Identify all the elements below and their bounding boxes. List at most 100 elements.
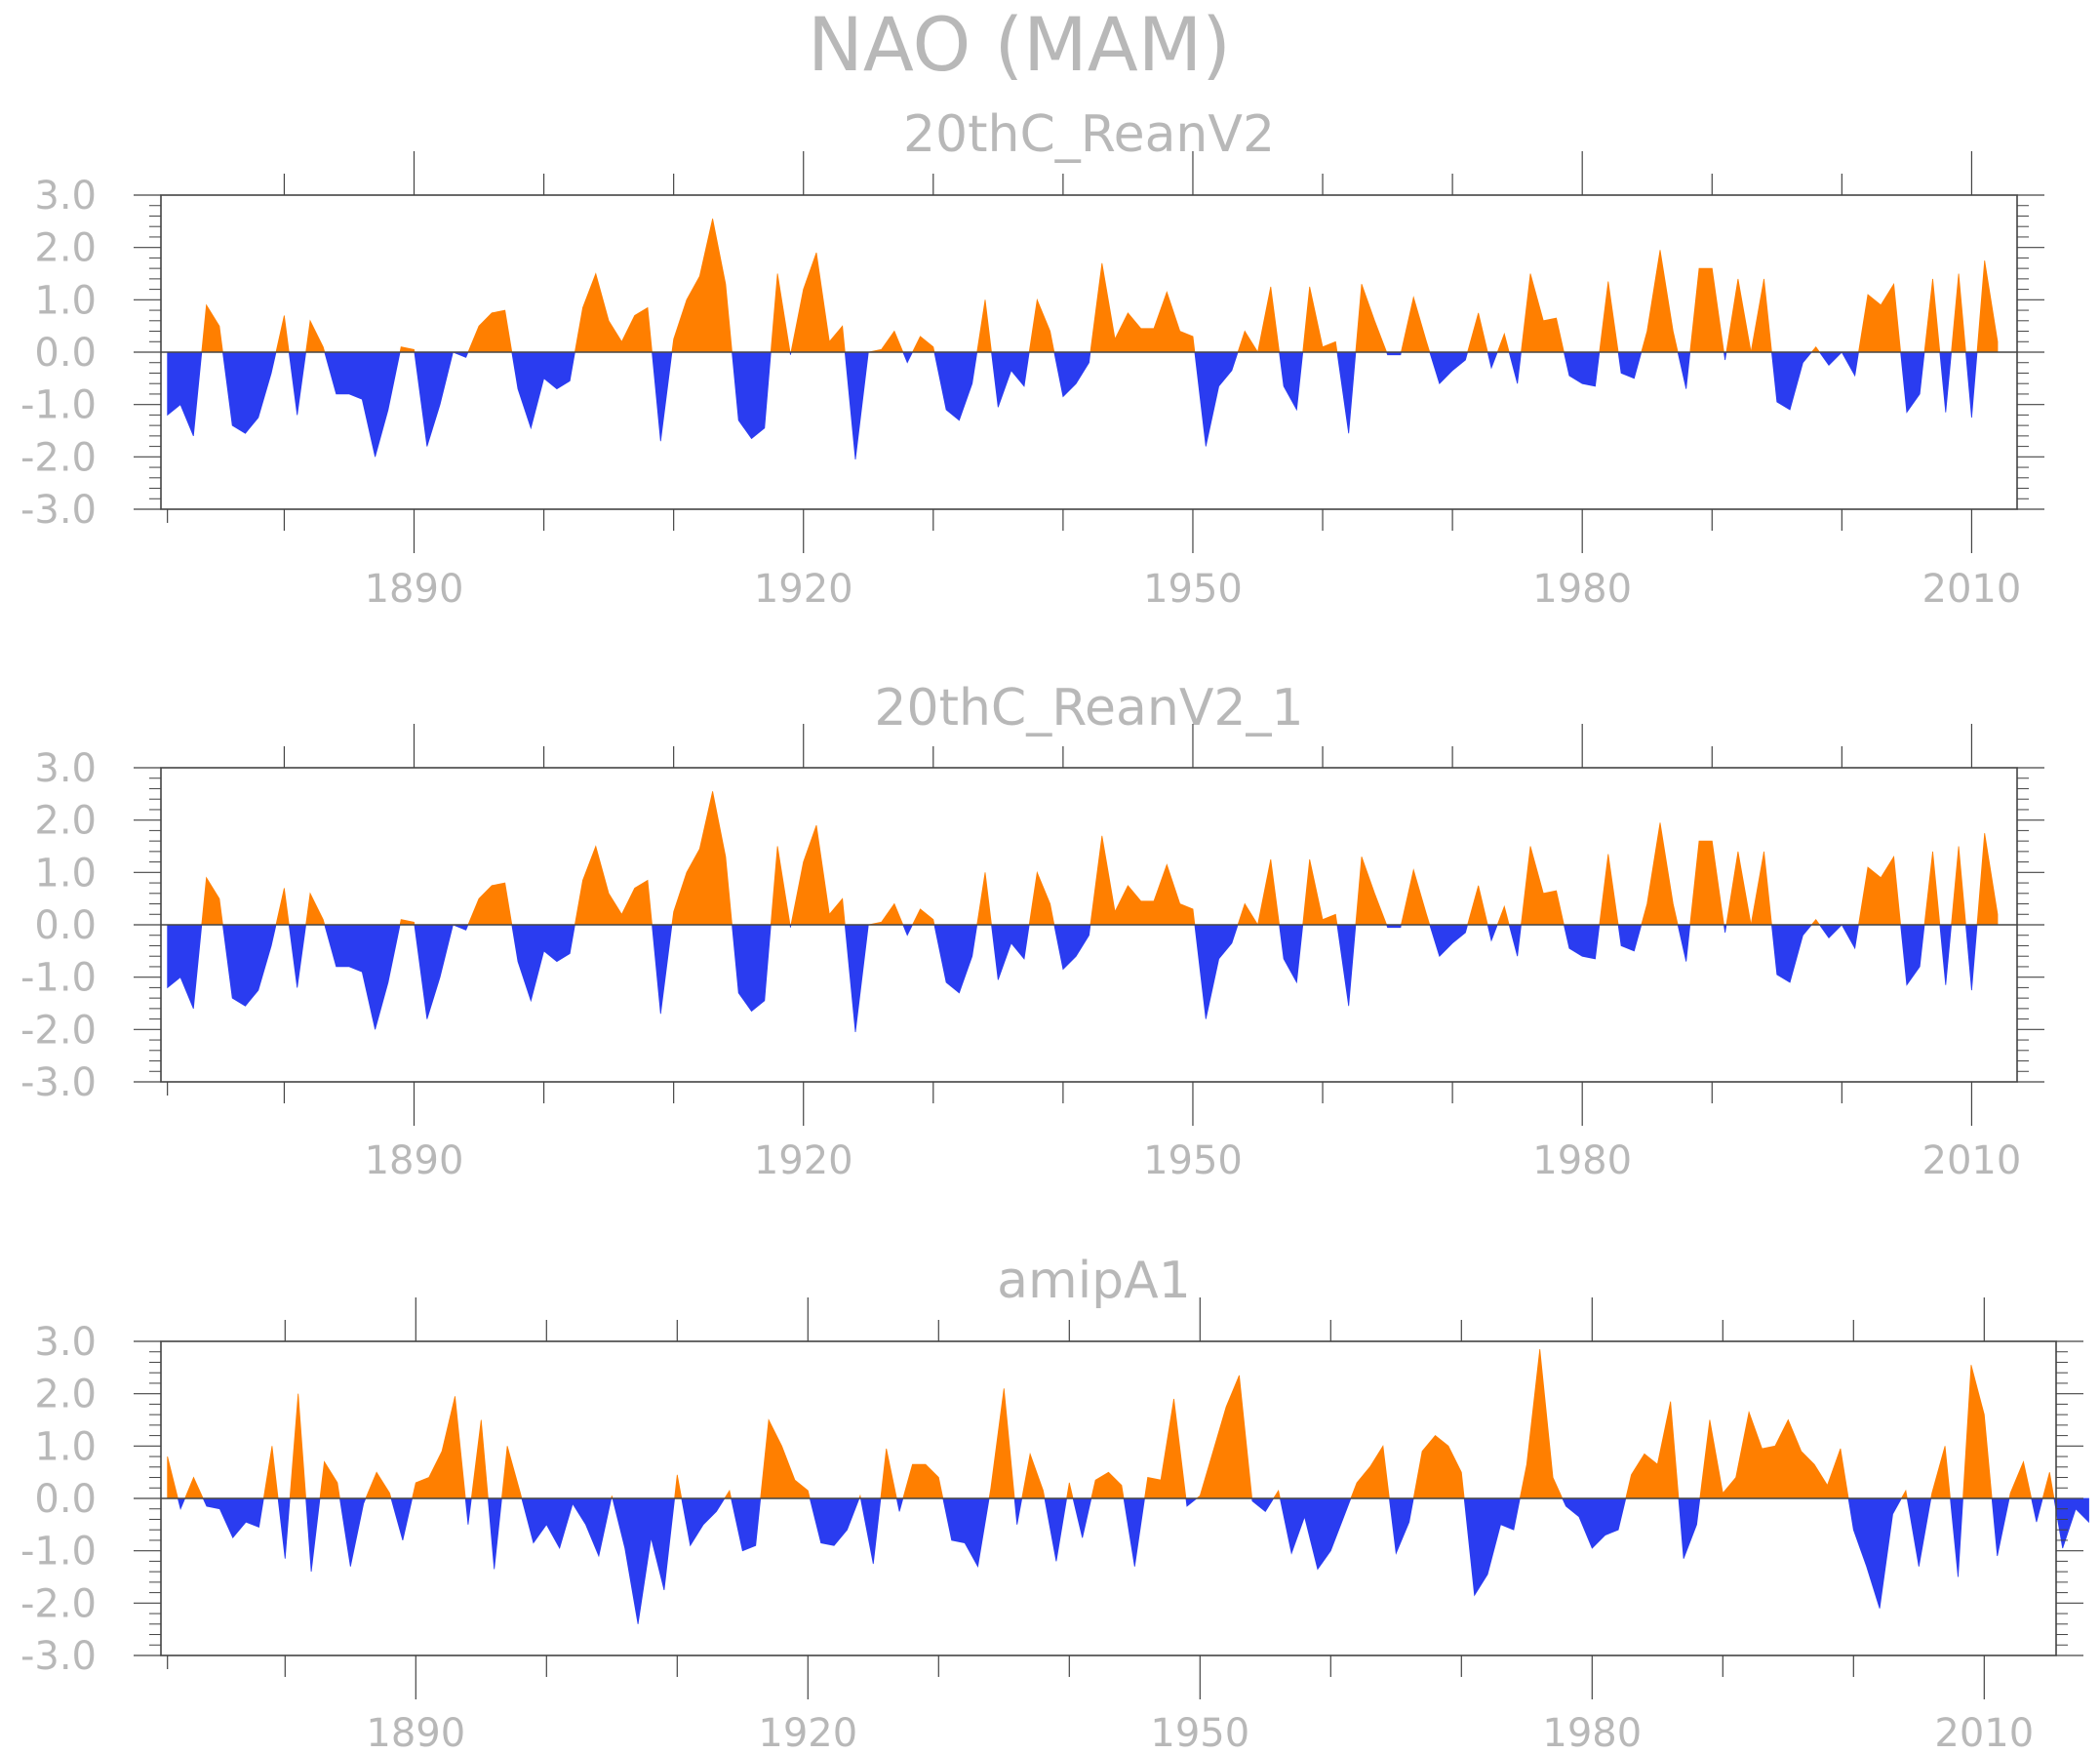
positive-area — [1923, 851, 1941, 926]
negative-area — [167, 924, 203, 1010]
y-tick-label: 1.0 — [34, 1424, 97, 1469]
positive-area — [790, 252, 846, 353]
x-tick-label: 1980 — [1542, 1711, 1642, 1754]
positive-area — [262, 1446, 279, 1499]
negative-area — [1044, 1497, 1068, 1562]
positive-area — [868, 330, 904, 353]
positive-area — [671, 791, 733, 926]
y-tick-label: 0.0 — [34, 331, 97, 376]
y-tick-label: -2.0 — [20, 1581, 97, 1626]
negative-area — [1429, 351, 1469, 384]
negative-area — [859, 1497, 882, 1565]
positive-area — [911, 336, 935, 353]
negative-area — [414, 924, 454, 1019]
positive-area — [1900, 1489, 1908, 1499]
negative-area — [277, 1497, 291, 1559]
positive-area — [1272, 1489, 1281, 1499]
positive-anomaly-fill — [201, 791, 1999, 926]
negative-area — [511, 351, 575, 430]
positive-area — [1302, 858, 1338, 926]
negative-area — [991, 924, 1030, 980]
positive-area — [2008, 1460, 2033, 1499]
y-tick-label: -3.0 — [20, 488, 97, 533]
positive-area — [275, 315, 290, 353]
positive-area — [1090, 262, 1196, 353]
negative-area — [1123, 1497, 1145, 1567]
positive-area — [275, 888, 290, 926]
negative-area — [1677, 924, 1691, 962]
positive-area — [1521, 846, 1565, 926]
negative-area — [1818, 924, 1843, 939]
negative-area — [1388, 1497, 1414, 1555]
negative-area — [1723, 924, 1727, 934]
positive-area — [1028, 870, 1055, 926]
negative-area — [1508, 924, 1522, 957]
positive-area — [1400, 868, 1431, 926]
positive-area — [1699, 1411, 1849, 1499]
positive-area — [1930, 1446, 1951, 1499]
negative-area — [464, 1497, 472, 1525]
negative-area — [652, 924, 673, 1015]
negative-anomaly-fill — [177, 1497, 2089, 1624]
negative-area — [1900, 924, 1925, 986]
positive-area — [470, 1419, 489, 1499]
negative-area — [1486, 924, 1498, 942]
x-tick-label: 1950 — [1143, 1138, 1243, 1183]
negative-area — [288, 924, 307, 988]
negative-area — [1053, 924, 1091, 971]
negative-area — [221, 924, 277, 1007]
x-tick-label: 2010 — [1922, 567, 2022, 612]
y-tick-label: 1.0 — [34, 851, 97, 896]
x-tick-label: 1920 — [758, 1711, 857, 1754]
positive-area — [184, 1476, 204, 1499]
negative-area — [288, 351, 307, 416]
y-tick-label: 2.0 — [34, 226, 97, 271]
panel-title: amipA1 — [997, 1252, 1191, 1310]
negative-area — [453, 924, 469, 931]
x-tick-label: 1890 — [365, 567, 464, 612]
positive-area — [674, 1474, 683, 1499]
negative-area — [1251, 1497, 1275, 1512]
y-tick-label: 3.0 — [34, 746, 97, 791]
negative-area — [1053, 351, 1091, 398]
negative-area — [1841, 351, 1859, 378]
y-tick-label: -1.0 — [20, 1530, 97, 1575]
negative-area — [202, 1497, 264, 1539]
chart-panel-2: 3.0 2.0 1.0 0.0 -1.0 -2.0 -3.0 1890 1920 1950 1980… — [20, 679, 2044, 1183]
positive-anomaly-fill — [167, 1348, 2055, 1499]
negative-area — [1723, 351, 1727, 361]
y-tick-label: -2.0 — [20, 1008, 97, 1053]
y-tick-label: -3.0 — [20, 1634, 97, 1679]
negative-area — [1194, 351, 1239, 447]
positive-area — [1355, 284, 1388, 353]
negative-area — [1463, 1497, 1521, 1597]
positive-area — [988, 1388, 1015, 1499]
positive-area — [1521, 273, 1565, 353]
positive-area — [1350, 1445, 1390, 1499]
positive-area — [1951, 846, 1966, 926]
x-tick-label: 2010 — [1922, 1138, 2022, 1183]
positive-area — [1810, 918, 1821, 926]
negative-area — [1486, 351, 1498, 370]
x-tick-label: 1890 — [366, 1711, 465, 1754]
positive-area — [1028, 298, 1055, 353]
positive-area — [1962, 1365, 1993, 1499]
x-tick-label: 1980 — [1532, 1138, 1632, 1183]
x-tick-label: 1980 — [1532, 567, 1632, 612]
negative-area — [1279, 1497, 1352, 1571]
positive-area — [976, 299, 992, 353]
negative-area — [521, 1497, 613, 1558]
x-tick-label: 1950 — [1150, 1711, 1249, 1754]
negative-area — [414, 351, 454, 447]
positive-area — [1519, 1348, 1564, 1499]
negative-area — [1279, 924, 1304, 984]
negative-area — [1770, 351, 1813, 411]
positive-area — [1725, 278, 1752, 353]
positive-area — [467, 309, 513, 353]
positive-area — [399, 919, 416, 926]
positive-area — [467, 882, 513, 926]
negative-area — [305, 1497, 321, 1573]
negative-area — [1678, 1497, 1701, 1559]
negative-area — [390, 1497, 414, 1541]
x-tick-label: 1890 — [365, 1138, 464, 1183]
